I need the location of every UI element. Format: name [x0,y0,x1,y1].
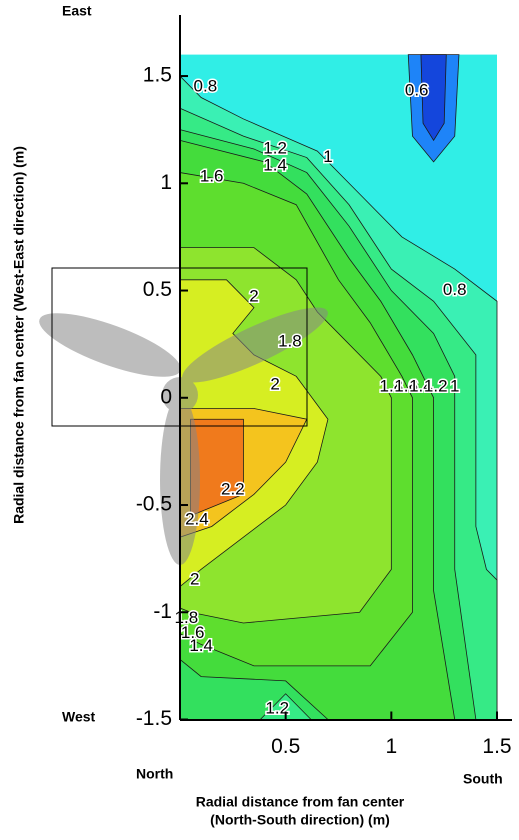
y-tick-label: -1.5 [136,707,172,730]
contour-label: 0.8 [443,280,467,299]
contour-label: 1.2 [424,377,448,396]
corner-label: South [463,771,503,787]
y-tick-label: 0 [160,385,172,408]
contour-label: 0.8 [194,76,218,95]
y-tick-label: 1 [160,171,172,194]
contour-label: 1.4 [263,156,287,175]
y-tick-label: -0.5 [136,493,172,516]
corner-label: East [62,3,92,19]
x-axis-label: (North-South direction) (m) [210,812,390,828]
contour-label: 2 [249,286,258,305]
corner-label: West [62,709,96,725]
contour-label: 1.4 [189,636,213,655]
x-tick-label: 1.5 [482,735,511,758]
y-tick-label: -1 [153,600,172,623]
x-axis-label: Radial distance from fan center [196,794,405,810]
contour-label: 1.8 [278,331,302,350]
fan-blade [33,301,188,390]
y-tick-label: 1.5 [143,64,172,87]
x-tick-label: 1 [385,735,397,758]
contour-label: 2 [190,570,199,589]
contour-label: 1 [450,377,459,396]
chart: 0.81.21.411.60.60.821.821.81.61.41.212.2… [0,0,519,840]
contour-label: 2.2 [221,479,245,498]
y-axis-label: Radial distance from fan center (West-Ea… [11,146,27,524]
contour-label: 1 [323,147,332,166]
y-tick-label: 0.5 [143,278,172,301]
contour-label: 1.6 [200,166,224,185]
contour-label: 1.2 [263,138,287,157]
contour-label: 2.4 [185,510,209,529]
x-tick-label: 0.5 [271,735,300,758]
contour-label: 0.6 [405,81,429,100]
corner-label: North [136,766,173,782]
contour-label: 2 [270,374,279,393]
